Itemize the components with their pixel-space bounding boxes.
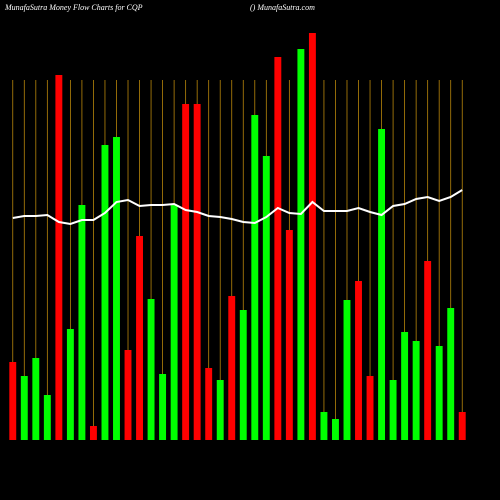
money-flow-line <box>12 189 463 226</box>
bar <box>66 329 74 440</box>
bar <box>378 129 386 440</box>
bar <box>366 376 374 440</box>
bar <box>412 341 420 440</box>
bar <box>55 75 63 440</box>
bar <box>355 281 362 440</box>
bar <box>78 205 86 440</box>
bar <box>136 236 143 440</box>
bar <box>101 145 109 440</box>
bar <box>124 350 132 440</box>
bar <box>424 261 432 440</box>
bar <box>251 115 259 440</box>
bar <box>274 57 282 440</box>
bar <box>262 156 270 440</box>
bar <box>216 380 224 440</box>
bar <box>159 374 167 440</box>
bar <box>239 310 247 440</box>
bar <box>193 104 201 440</box>
bar <box>343 300 351 440</box>
bar <box>435 346 443 440</box>
bar <box>401 332 409 440</box>
bar <box>320 412 328 440</box>
bar <box>297 49 305 440</box>
bar <box>308 33 316 440</box>
bar <box>458 412 466 440</box>
bar <box>228 296 236 440</box>
bar <box>170 205 178 440</box>
bar <box>32 358 40 440</box>
bar <box>113 137 120 440</box>
bar <box>89 426 97 440</box>
bar <box>147 299 155 440</box>
chart-subtitle: () MunafaSutra.com <box>250 3 315 12</box>
bar <box>389 380 397 440</box>
bar <box>182 104 190 440</box>
bar <box>447 308 455 440</box>
bar <box>43 395 51 440</box>
chart-title: MunafaSutra Money Flow Charts for CQP <box>4 3 143 12</box>
bar <box>332 419 339 440</box>
bar <box>205 368 213 440</box>
bar <box>9 362 17 440</box>
bar <box>20 376 28 440</box>
bar <box>285 230 293 440</box>
